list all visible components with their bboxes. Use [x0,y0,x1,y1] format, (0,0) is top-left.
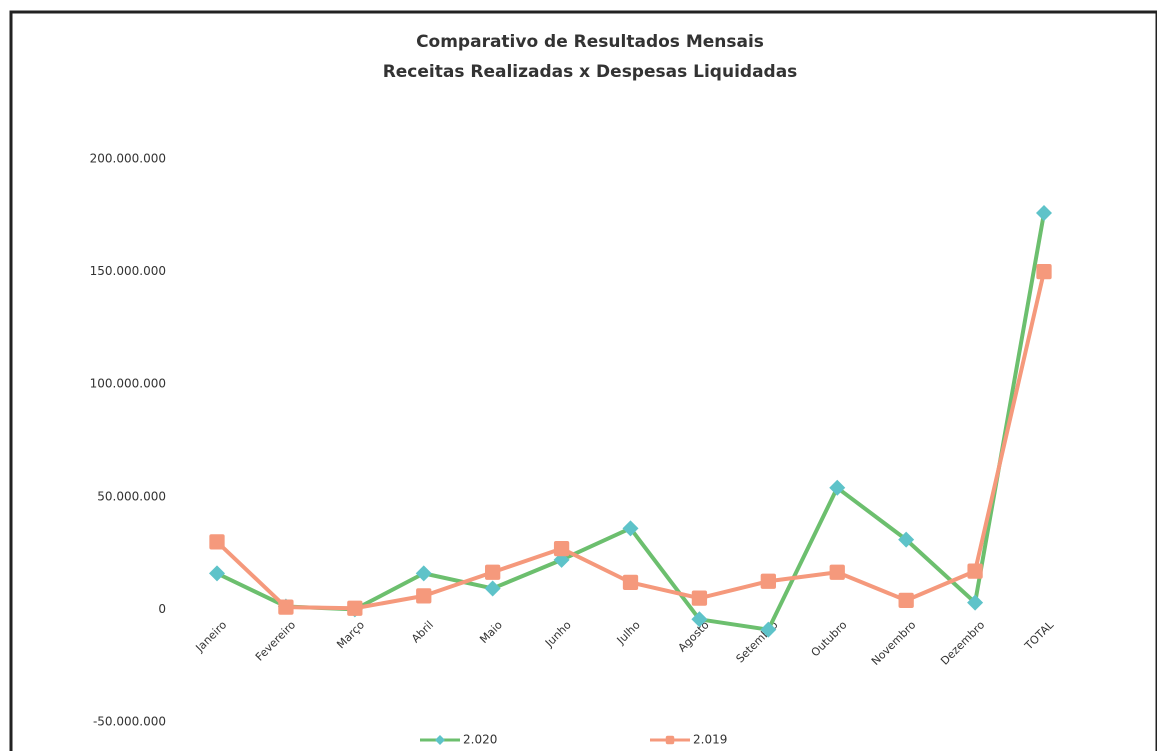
point [967,563,983,579]
point [622,520,639,537]
point [484,580,501,597]
point [967,594,984,611]
point [665,735,675,745]
point [622,574,639,591]
point [209,565,225,582]
y-tick-label: 0 [158,602,166,616]
point [1036,205,1052,222]
point [415,565,432,582]
y-tick-label: 50.000.000 [97,489,166,503]
point [1036,263,1052,280]
point [898,531,915,548]
point [829,479,846,496]
point [760,573,776,589]
y-tick-label: -50.000.000 [93,715,166,729]
point [416,588,432,604]
chart-subtitle: Receitas Realizadas x Despesas Liquidada… [383,62,798,82]
point [209,534,225,550]
y-tick-label: 200.000.000 [90,152,166,166]
point [760,621,777,638]
y-tick-label: 100.000.000 [90,377,166,391]
point [435,735,445,745]
point [347,600,363,616]
point [485,564,501,580]
point [691,611,708,628]
frame [9,10,1157,751]
point [553,540,570,557]
chart-title: Comparativo de Resultados Mensais [416,32,764,52]
point [691,590,708,606]
point [278,599,294,615]
y-tick-label: 150.000.000 [90,264,166,278]
point [829,564,845,580]
legend-label: 2.020 [463,733,497,747]
legend-label: 2.019 [693,733,727,747]
point [898,592,914,609]
